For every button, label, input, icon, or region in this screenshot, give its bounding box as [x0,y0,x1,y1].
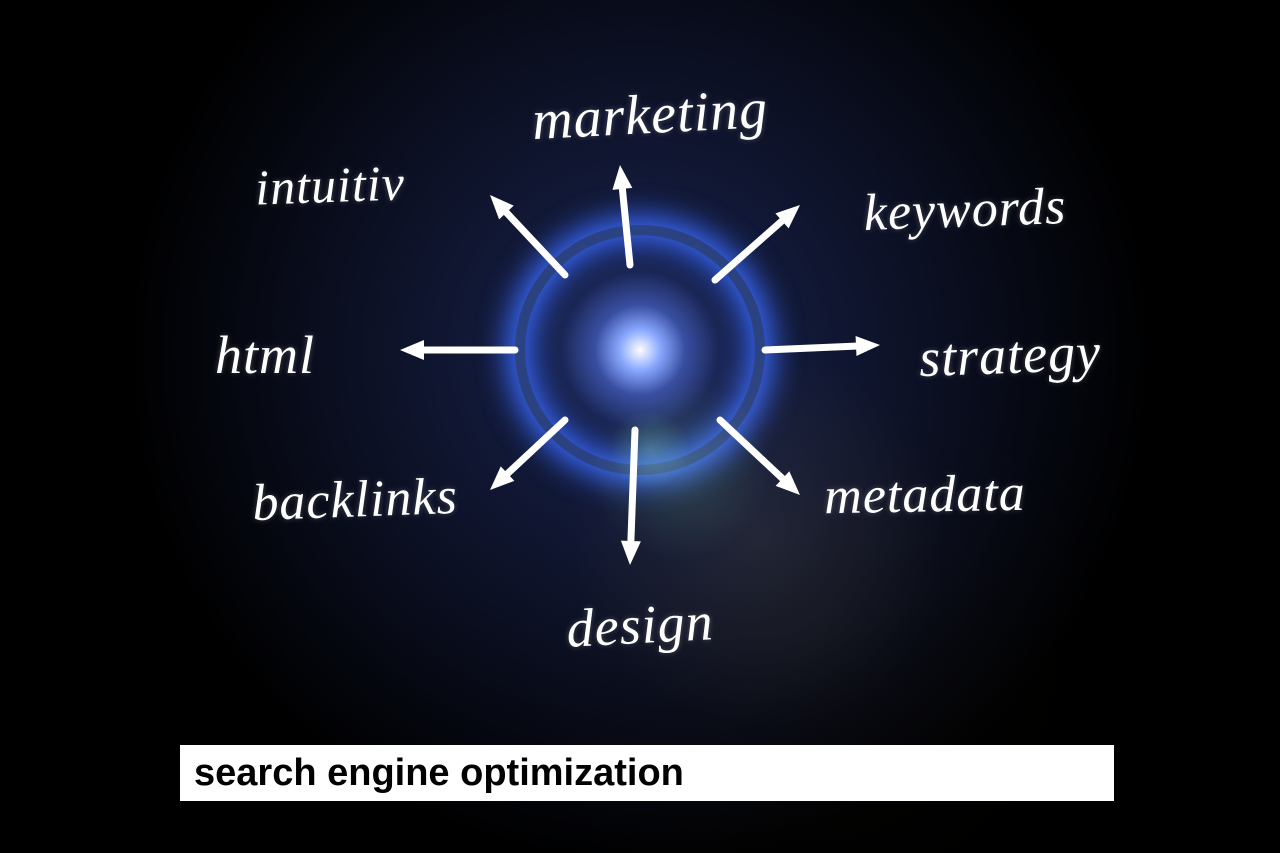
node-design: design [565,590,715,660]
node-strategy: strategy [918,321,1102,389]
node-html: html [215,324,315,386]
caption-bar: search engine optimization [180,745,1114,801]
glow-core [560,270,720,430]
node-intuitiv: intuitiv [254,153,406,216]
seo-mindmap: marketing intuitiv keywords html strateg… [0,0,1280,853]
node-metadata: metadata [824,464,1027,527]
node-keywords: keywords [863,177,1067,243]
node-backlinks: backlinks [251,467,458,533]
node-marketing: marketing [530,77,769,153]
caption-text: search engine optimization [194,752,684,795]
